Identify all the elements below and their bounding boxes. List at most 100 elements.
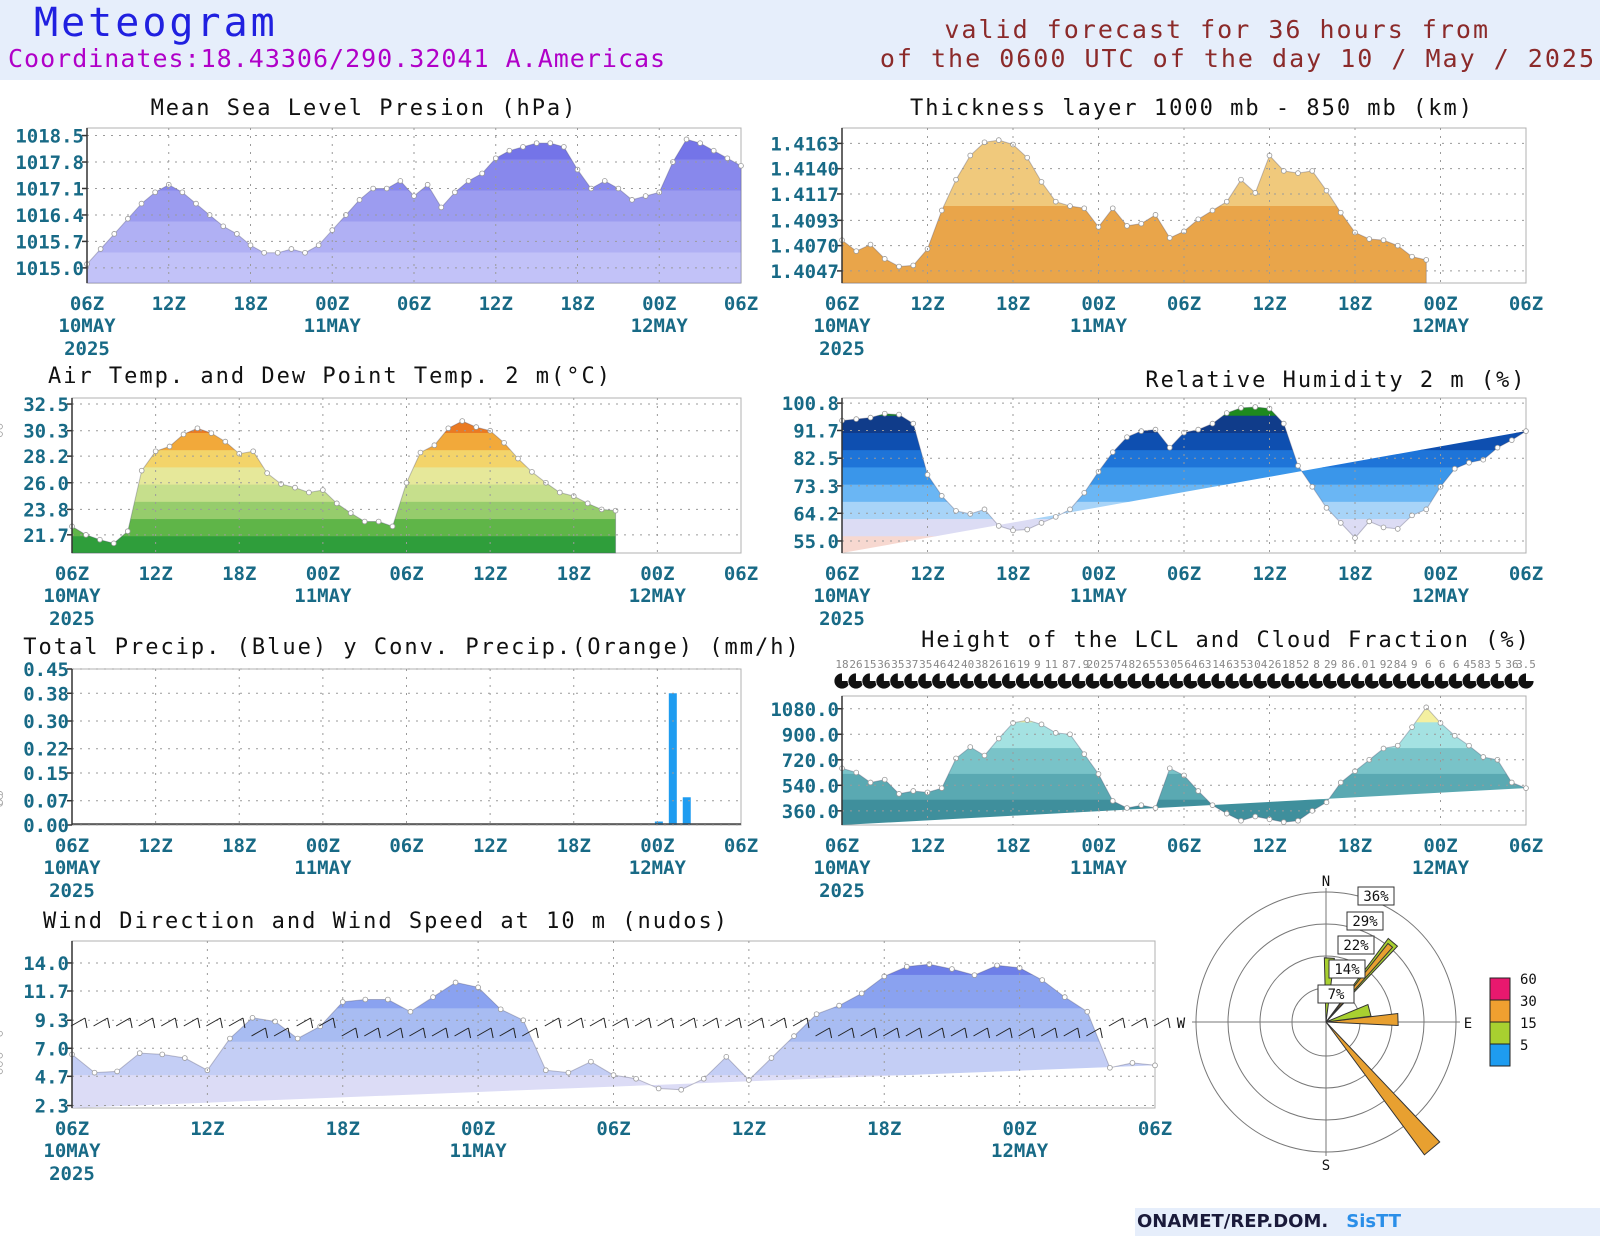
mslp-point xyxy=(452,189,458,196)
wind-point xyxy=(159,1051,166,1058)
temperature-title: Air Temp. and Dew Point Temp. 2 m(°C) xyxy=(48,364,612,389)
thickness-point xyxy=(1309,168,1316,174)
thickness-point xyxy=(853,248,860,254)
mslp-point xyxy=(547,140,554,146)
precip-bar xyxy=(682,797,691,825)
mslp-outline xyxy=(86,138,742,284)
mslp-point xyxy=(642,193,649,199)
cloud-fraction-label: 45 xyxy=(1464,658,1477,671)
windrose-dir-s: S xyxy=(1322,1158,1330,1174)
wind-ytick-label: 9.3 xyxy=(35,1010,69,1032)
wind-barb xyxy=(725,1017,742,1029)
lcl-point xyxy=(1024,717,1031,723)
mslp-xtick-label: 06Z xyxy=(70,293,104,315)
humidity-point xyxy=(1166,444,1173,451)
cloud-fraction-label: 63 xyxy=(1226,658,1239,671)
wind-barb xyxy=(206,1017,223,1029)
thickness-xtick-label: 18Z xyxy=(996,293,1030,315)
lcl-point xyxy=(967,744,974,750)
cloud-fraction-label: 35 xyxy=(919,658,932,671)
humidity-point xyxy=(1038,520,1045,526)
mslp-point xyxy=(438,204,445,211)
wind-barb xyxy=(431,1027,449,1039)
lcl-point xyxy=(1095,771,1102,777)
mslp-point xyxy=(261,249,267,256)
lcl-point xyxy=(1138,802,1145,808)
wind-point xyxy=(700,1075,707,1082)
thickness-point xyxy=(1280,168,1287,174)
lcl-point xyxy=(0,793,3,800)
temperature-point xyxy=(557,489,563,496)
mslp-date-label: 10MAY xyxy=(58,315,116,337)
humidity-point xyxy=(1152,426,1159,433)
humidity-xtick-label: 12Z xyxy=(910,563,944,585)
thickness-point xyxy=(1223,198,1230,205)
temperature-point xyxy=(278,481,284,487)
wind-barb xyxy=(815,1027,833,1039)
lcl-ytick-label: 1080.0 xyxy=(770,699,839,721)
footer-logo: SisTT xyxy=(1346,1211,1402,1232)
temperature-point xyxy=(320,487,326,493)
wind-point xyxy=(91,1069,98,1076)
thickness-date-label: 11MAY xyxy=(1070,315,1128,337)
wind-point xyxy=(249,1014,256,1021)
humidity-point xyxy=(1109,449,1116,455)
thickness-point xyxy=(910,262,917,269)
lcl-point xyxy=(1323,799,1330,806)
mslp-point xyxy=(601,178,608,184)
lcl-xtick-label: 06Z xyxy=(1509,835,1543,857)
mslp-xtick-label: 12Z xyxy=(152,293,186,315)
humidity-point xyxy=(867,414,874,421)
lcl-point xyxy=(881,776,888,783)
cloud-fraction-icon xyxy=(1098,672,1116,690)
precip-xtick-label: 12Z xyxy=(473,835,507,857)
wind-xtick-label: 12Z xyxy=(190,1118,224,1140)
wind-barb xyxy=(544,1017,562,1029)
windrose-ring-label: 14% xyxy=(1334,962,1360,978)
wind-point xyxy=(633,1075,639,1082)
wind-point xyxy=(610,1072,617,1078)
mslp-xtick-label: 12Z xyxy=(479,293,513,315)
humidity-point xyxy=(938,493,945,499)
temperature-point xyxy=(83,532,89,538)
humidity-point xyxy=(1451,465,1458,472)
windrose-dir-e: E xyxy=(1464,1016,1472,1032)
lcl-point xyxy=(867,779,874,786)
humidity-ytick-label: 73.3 xyxy=(793,476,839,498)
cloud-fraction-label: 18 xyxy=(835,658,848,671)
mslp-point xyxy=(697,140,703,146)
temperature-point xyxy=(306,489,312,496)
humidity-ytick-label: 82.5 xyxy=(793,448,839,470)
humidity-point xyxy=(1138,428,1145,434)
humidity-ytick-label: 91.7 xyxy=(793,421,839,443)
temperature-point xyxy=(445,425,452,432)
wind-point xyxy=(768,1055,775,1061)
humidity-point xyxy=(1523,428,1529,434)
temperature-point xyxy=(529,469,535,475)
humidity-point xyxy=(881,410,888,417)
lcl-point xyxy=(981,752,988,759)
thickness-xtick-label: 06Z xyxy=(825,293,859,315)
wind-ytick-label: 11.7 xyxy=(23,981,69,1003)
lcl-point xyxy=(1166,765,1173,772)
wind-point xyxy=(385,996,391,1003)
thickness-year-label: 2025 xyxy=(819,338,865,360)
wind-barb xyxy=(567,1017,584,1029)
humidity-point xyxy=(1280,420,1287,427)
wind-point xyxy=(904,963,910,970)
cloud-fraction-label: 16 xyxy=(1003,658,1016,671)
temperature-point xyxy=(236,450,243,457)
wind-barb xyxy=(612,1017,629,1029)
humidity-point xyxy=(924,471,931,478)
lcl-point xyxy=(1451,732,1458,739)
cloud-fraction-label: 6 xyxy=(1453,658,1460,671)
lcl-point xyxy=(1337,779,1344,786)
mslp-xtick-label: 18Z xyxy=(560,293,594,315)
humidity-point xyxy=(1223,410,1230,416)
precip-date-label: 11MAY xyxy=(294,857,352,879)
wind-barb xyxy=(454,1027,472,1039)
thickness-xtick-label: 06Z xyxy=(1509,293,1543,315)
temperature-point xyxy=(584,500,591,507)
cloud-fraction-label: 65 xyxy=(1142,658,1155,671)
temperature-date-label: 12MAY xyxy=(629,585,687,607)
